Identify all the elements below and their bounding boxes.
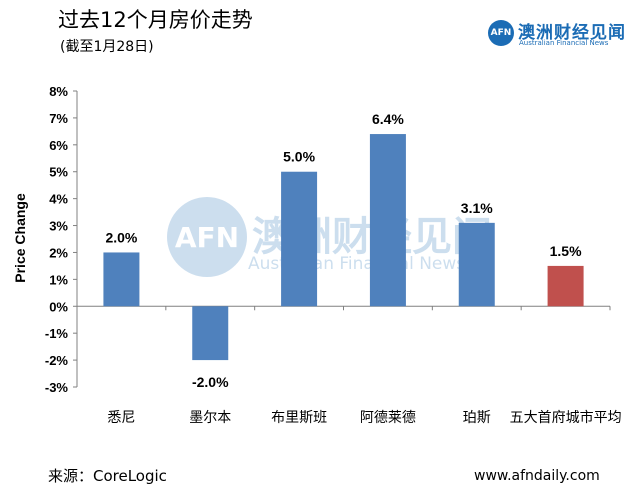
watermark-circle-icon <box>167 197 247 277</box>
y-tick-label: 4% <box>49 192 68 207</box>
category-label: 布里斯班 <box>271 410 327 426</box>
category-label: 墨尔本 <box>189 410 231 426</box>
brand-logo: AFN 澳洲财经见闻 Australian Financial News <box>488 20 626 50</box>
y-tick-label: -2% <box>45 353 69 368</box>
bar <box>281 171 318 307</box>
logo-name-en: Australian Financial News <box>519 39 609 47</box>
category-label: 五大首府城市平均 <box>510 409 622 426</box>
y-axis-title: Price Change <box>12 193 28 283</box>
y-tick-label: -1% <box>45 326 69 341</box>
chart-title: 过去12个月房价走势 <box>58 8 253 32</box>
watermark-mark: AFN <box>175 221 239 254</box>
data-label: -2.0% <box>192 374 229 390</box>
category-label: 阿德莱德 <box>360 410 416 426</box>
y-tick-label: 5% <box>49 165 68 180</box>
data-label: 1.5% <box>550 243 582 259</box>
y-tick-label: 3% <box>49 219 68 234</box>
data-label: 6.4% <box>372 111 404 127</box>
bar <box>547 265 584 307</box>
bar <box>103 252 140 307</box>
category-label: 珀斯 <box>463 410 491 426</box>
y-tick-label: 7% <box>49 111 68 126</box>
bar <box>192 306 229 361</box>
afn-logo-icon: AFN <box>488 20 514 46</box>
data-label: 3.1% <box>461 200 493 216</box>
source-note: 来源：CoreLogic <box>48 467 167 485</box>
watermark-name-en: Australian Financial News <box>248 254 465 274</box>
data-label: 5.0% <box>283 149 315 165</box>
bar <box>458 222 495 307</box>
y-tick-label: 8% <box>49 84 68 99</box>
y-tick-label: -3% <box>45 380 69 395</box>
chart-subtitle: (截至1月28日) <box>60 39 154 55</box>
website-url: www.afndaily.com <box>474 468 600 484</box>
bar <box>369 134 406 307</box>
logo-name-cn: 澳洲财经见闻 <box>518 23 626 43</box>
y-tick-label: 2% <box>49 245 68 260</box>
data-label: 2.0% <box>105 229 137 245</box>
y-tick-label: 0% <box>49 299 68 314</box>
category-label: 悉尼 <box>107 410 135 426</box>
y-tick-label: 1% <box>49 272 68 287</box>
y-tick-label: 6% <box>49 138 68 153</box>
